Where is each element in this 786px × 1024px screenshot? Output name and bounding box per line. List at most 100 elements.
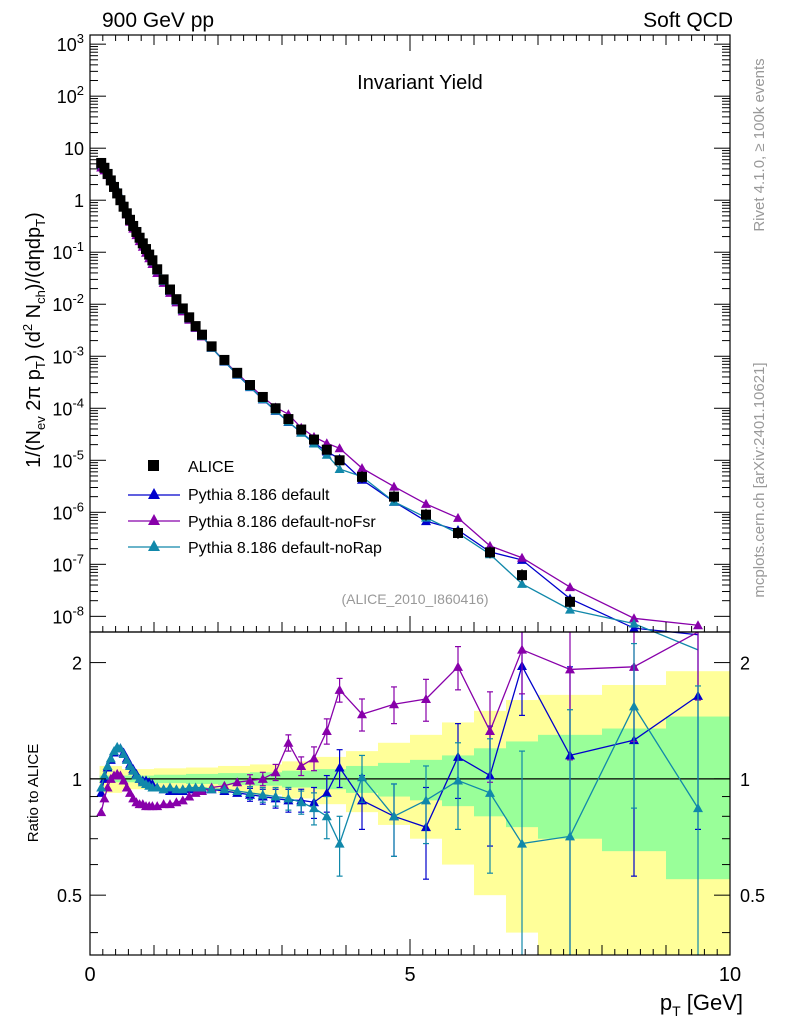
alice-point — [105, 175, 116, 186]
ratio-point-norap — [105, 753, 116, 763]
main-point-nofsr — [421, 498, 431, 508]
ratio-series — [96, 631, 703, 955]
ratio-point-norap — [165, 782, 175, 792]
legend: ALICE Pythia 8.186 default Pythia 8.186 … — [128, 459, 382, 557]
ratio-point-norap — [389, 811, 399, 821]
ratio-point-nofsr — [158, 799, 169, 809]
ratio-bands — [99, 671, 730, 955]
alice-point — [421, 509, 431, 520]
alice-point — [219, 354, 230, 365]
ratio-point-nofsr — [96, 807, 107, 817]
ratio-point-norap — [517, 838, 527, 848]
alice-point — [137, 238, 148, 249]
alice-point — [112, 188, 123, 199]
alice-point — [270, 403, 281, 414]
main-y-tick-label: 10-7 — [52, 551, 84, 575]
ratio-point-norap — [219, 784, 230, 794]
alice-point — [257, 391, 268, 402]
main-y-tick-label: 10-6 — [52, 499, 84, 523]
ratio-point-norap — [245, 787, 255, 797]
ratio-point-norap — [102, 760, 113, 770]
ratio-point-norap — [421, 795, 431, 805]
ratio-x-tick-label: 10 — [719, 964, 741, 986]
main-point-nofsr — [517, 552, 527, 562]
ratio-y-tick-label-right: 1 — [740, 770, 750, 790]
main-y-tick-label: 1 — [74, 191, 84, 211]
alice-point — [232, 367, 243, 378]
header-right: Soft QCD — [643, 9, 733, 32]
ratio-point-nofsr — [283, 737, 294, 747]
x-axis-label: pT [GeV] — [660, 990, 743, 1019]
ratio-point-nofsr — [565, 664, 575, 674]
ratio-point-norap — [321, 811, 332, 821]
main-y-tick-label: 10 — [64, 139, 84, 159]
main-y-tick-label: 10-2 — [52, 291, 84, 315]
alice-point — [177, 303, 188, 314]
legend-label-default: Pythia 8.186 default — [188, 487, 330, 504]
main-point-norap — [565, 604, 575, 614]
ratio-point-nofsr — [309, 753, 319, 763]
main-point-norap — [629, 618, 639, 628]
main-point-norap — [517, 578, 527, 588]
ratio-point-norap — [357, 772, 367, 782]
alice-point — [565, 596, 575, 607]
main-title: Invariant Yield — [357, 72, 483, 94]
ratio-y-tick-label-right: 0.5 — [740, 886, 765, 906]
ratio-point-norap — [115, 743, 126, 753]
alice-point — [389, 491, 399, 502]
main-series — [96, 157, 703, 651]
alice-point — [109, 181, 119, 192]
alice-point — [453, 528, 463, 539]
main-point-nofsr — [357, 463, 367, 473]
main-point-nofsr — [693, 620, 703, 630]
ratio-x-tick-label: 0 — [84, 964, 95, 986]
ratio-point-default — [334, 762, 345, 772]
legend-entry-nofsr: Pythia 8.186 default-noFsr — [128, 514, 376, 531]
ratio-point-nofsr — [245, 775, 255, 785]
main-line-norap — [100, 163, 699, 651]
header-left: 900 GeV pp — [102, 9, 214, 32]
alice-point — [321, 444, 332, 455]
ratio-point-norap — [190, 782, 201, 792]
alice-point — [171, 294, 182, 305]
main-point-nofsr — [389, 481, 399, 491]
alice-point — [147, 255, 158, 266]
legend-marker-nofsr — [148, 514, 160, 525]
alice-point — [190, 321, 201, 332]
alice-point — [334, 455, 345, 466]
ratio-point-norap — [296, 797, 307, 807]
ratio-point-norap — [485, 787, 495, 797]
ratio-point-norap — [152, 782, 163, 792]
ratio-point-norap — [453, 775, 463, 785]
ratio-point-nofsr — [517, 644, 527, 654]
legend-marker-norap — [148, 540, 160, 551]
ratio-y-tick-label: 2 — [72, 654, 82, 674]
alice-point — [125, 214, 135, 225]
ratio-point-nofsr — [421, 693, 431, 703]
legend-entry-norap: Pythia 8.186 default-noRap — [128, 540, 382, 557]
main-point-nofsr — [334, 443, 345, 453]
ratio-point-norap — [270, 791, 281, 801]
alice-point — [206, 341, 217, 352]
main-y-tick-label: 10-5 — [52, 447, 84, 471]
ratio-point-norap — [232, 786, 243, 796]
ratio-point-default — [96, 787, 107, 797]
alice-point — [99, 162, 110, 173]
alice-point — [357, 471, 367, 482]
main-y-ticks: 10-8 10-7 10-6 10-5 10-4 10-3 10-2 10-1 1 10 102 10… — [52, 31, 730, 627]
ratio-y-tick-label: 1 — [72, 770, 82, 790]
ratio-point-norap — [99, 770, 110, 780]
alice-point — [184, 312, 195, 323]
ratio-point-nofsr — [232, 777, 243, 787]
main-point-default — [629, 623, 639, 633]
ratio-y-label: Ratio to ALICE — [25, 744, 42, 842]
ratio-point-norap — [197, 782, 207, 792]
main-line-default — [100, 164, 699, 636]
alice-point — [115, 195, 126, 206]
main-y-tick-label: 10-3 — [52, 343, 84, 367]
rivet-label: Rivet 4.1.0, ≥ 100k events — [751, 58, 768, 231]
ratio-point-norap — [206, 784, 217, 794]
alice-point — [158, 274, 169, 285]
ratio-point-nofsr — [270, 767, 281, 777]
